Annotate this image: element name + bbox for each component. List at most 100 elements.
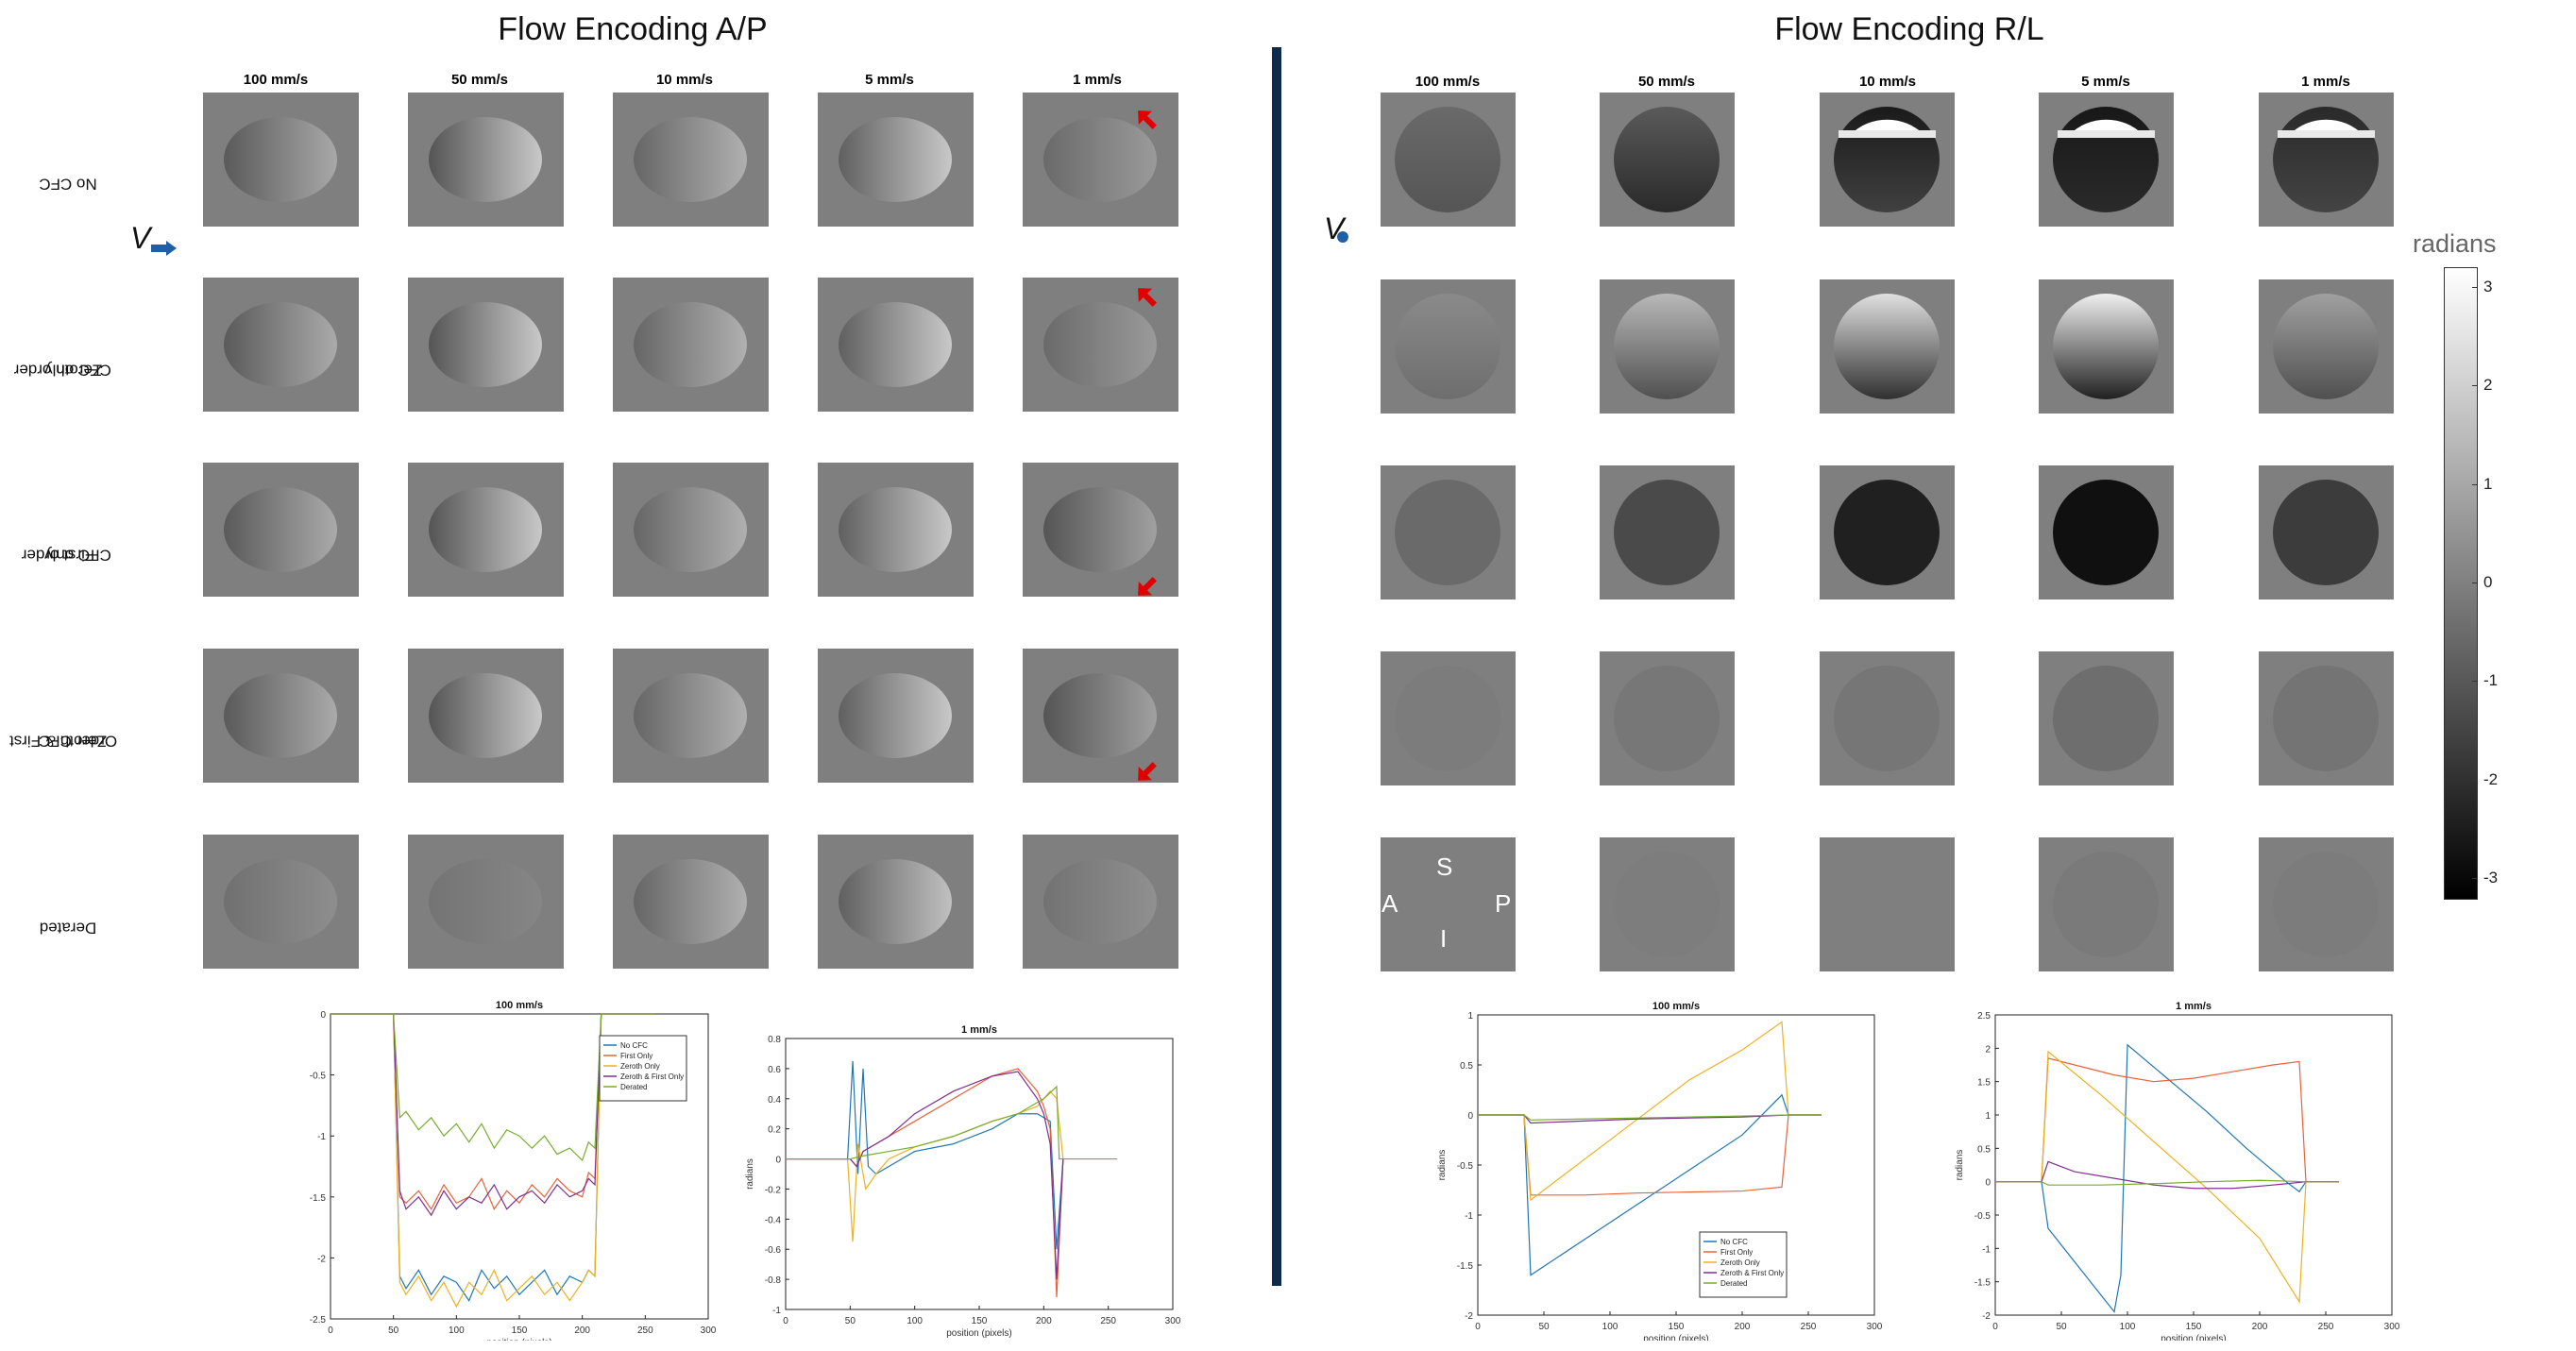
series-line — [330, 1013, 654, 1162]
x-tick-label: 200 — [1735, 1322, 1751, 1332]
left-col-header: 100 mm/s — [243, 72, 309, 88]
x-tick-label: 250 — [637, 1326, 653, 1336]
phase-map-tile — [613, 463, 769, 597]
phase-map-tile — [1023, 835, 1178, 969]
phase-map-tile — [1600, 465, 1735, 600]
colorbar-tick-label: 0 — [2483, 573, 2493, 591]
phase-map-tile — [2259, 279, 2394, 414]
phase-map-tile — [1023, 463, 1178, 597]
y-tick-label: 1.5 — [1977, 1078, 1991, 1089]
phase-map-tile — [818, 835, 974, 969]
phase-map-tile — [1600, 651, 1735, 785]
x-tick-label: 300 — [2384, 1322, 2400, 1332]
x-axis-label: position (pixels) — [2161, 1334, 2226, 1341]
y-tick-label: 0.4 — [768, 1095, 781, 1106]
colorbar-tick-label: 1 — [2483, 474, 2493, 493]
x-axis-label: position (pixels) — [1643, 1334, 1708, 1341]
y-tick-label: 0.5 — [1460, 1061, 1473, 1072]
plot-area — [1994, 1014, 2393, 1316]
legend-entry: Zeroth Only — [620, 1062, 660, 1071]
chart-title: 1 mm/s — [2176, 1001, 2212, 1012]
phase-map-tile — [1600, 93, 1735, 227]
phase-map-tile — [2259, 837, 2394, 971]
phase-map-tile — [2259, 651, 2394, 785]
right-col-header: 1 mm/s — [2301, 74, 2350, 90]
red-arrow-icon — [1138, 288, 1157, 307]
y-axis-label: radians — [1955, 1150, 1965, 1181]
colorbar-tick-label: 3 — [2483, 277, 2493, 296]
legend-box — [599, 1035, 687, 1102]
chart-title: 100 mm/s — [1652, 1001, 1700, 1012]
x-tick-label: 250 — [1100, 1316, 1116, 1326]
right-col-header: 5 mm/s — [2081, 74, 2130, 90]
phase-map-tile — [1820, 279, 1955, 414]
series-line — [786, 1071, 1064, 1280]
y-tick-label: -1 — [317, 1132, 326, 1142]
phase-map-tile — [1820, 465, 1955, 600]
phase-map-tile — [1381, 93, 1516, 227]
chart-ap-1: 0 50 100 150 200 250 300 0.8 0.6 0.4 0.2 0 -0.2 -0.4 -… — [745, 1024, 1181, 1339]
y-tick-label: -2 — [317, 1254, 326, 1264]
right-col-header: 50 mm/s — [1637, 74, 1696, 90]
colorbar-tick-mark — [2472, 483, 2477, 485]
y-tick-label: 1 — [1985, 1111, 1991, 1122]
legend-entry: First Only — [1720, 1248, 1753, 1257]
x-tick-label: 300 — [1867, 1322, 1883, 1332]
phase-map-tile — [1820, 651, 1955, 785]
x-tick-label: 250 — [1801, 1322, 1817, 1332]
phase-map-tile — [408, 278, 564, 412]
colorbar-title: radians — [2413, 229, 2497, 258]
y-tick-label: -2 — [1465, 1311, 1473, 1322]
x-axis-label: position (pixels) — [486, 1338, 551, 1341]
y-axis-label: radians — [745, 1158, 755, 1190]
x-tick-label: 50 — [1538, 1322, 1550, 1332]
chart-title: 100 mm/s — [496, 1000, 543, 1011]
phase-map-tile — [408, 93, 564, 227]
phase-map-tile — [1600, 837, 1735, 971]
phase-map-tile — [818, 278, 974, 412]
panel-divider — [1272, 47, 1281, 1286]
colorbar — [2444, 267, 2478, 900]
y-tick-label: 0.5 — [1977, 1144, 1991, 1155]
phase-map-tile — [2259, 93, 2394, 227]
x-tick-label: 200 — [574, 1326, 590, 1336]
y-tick-label: 1 — [1467, 1011, 1473, 1022]
orientation-p: P — [1495, 889, 1512, 918]
right-col-header: 100 mm/s — [1415, 74, 1481, 90]
colorbar-tick-mark — [2472, 779, 2477, 781]
series-line — [786, 1060, 1064, 1250]
y-tick-label: -1 — [1465, 1211, 1473, 1222]
colorbar-tick-mark — [2472, 878, 2477, 880]
y-tick-label: -1.5 — [310, 1193, 327, 1204]
y-tick-label: -0.6 — [765, 1245, 782, 1256]
y-tick-label: 0.8 — [768, 1035, 781, 1045]
y-tick-label: -2.5 — [310, 1315, 327, 1326]
series-line — [1995, 1043, 2339, 1313]
left-col-header: 50 mm/s — [450, 72, 509, 88]
phase-map-tile — [1381, 837, 1516, 971]
phase-map-tile — [408, 649, 564, 783]
colorbar-tick-label: -3 — [2483, 869, 2499, 887]
phase-map-tile — [818, 93, 974, 227]
y-tick-label: 0.2 — [768, 1125, 781, 1136]
x-tick-label: 0 — [328, 1326, 333, 1336]
y-tick-label: -0.8 — [765, 1275, 782, 1286]
x-tick-label: 150 — [972, 1316, 988, 1326]
left-col-header: 5 mm/s — [865, 72, 914, 88]
phase-map-tile — [1820, 93, 1955, 227]
legend-entry: Zeroth & First Only — [1720, 1269, 1784, 1277]
series-line — [1478, 1021, 1822, 1202]
right-panel-title: Flow Encoding R/L — [1774, 11, 2044, 47]
orientation-s: S — [1436, 853, 1453, 881]
phase-map-tile — [1381, 465, 1516, 600]
x-tick-label: 100 — [2120, 1322, 2136, 1332]
phase-map-tile — [1820, 837, 1955, 971]
chart-rl-100: 0 50 100 150 200 250 300 1 0.5 0 -0.5 -1 -1.5 -2 100 m… — [1437, 1001, 1883, 1341]
phase-map-tile — [613, 649, 769, 783]
chart-rl-1: 0 50 100 150 200 250 300 2.5 2 1.5 1 0.5 0 -0.5 -1 -1.5… — [1955, 1001, 2400, 1341]
y-tick-label: 0 — [775, 1156, 781, 1166]
phase-map-tile — [613, 93, 769, 227]
x-axis-label: position (pixels) — [946, 1328, 1011, 1339]
y-tick-label: -1 — [772, 1306, 781, 1316]
arrow-right-icon — [151, 241, 177, 256]
